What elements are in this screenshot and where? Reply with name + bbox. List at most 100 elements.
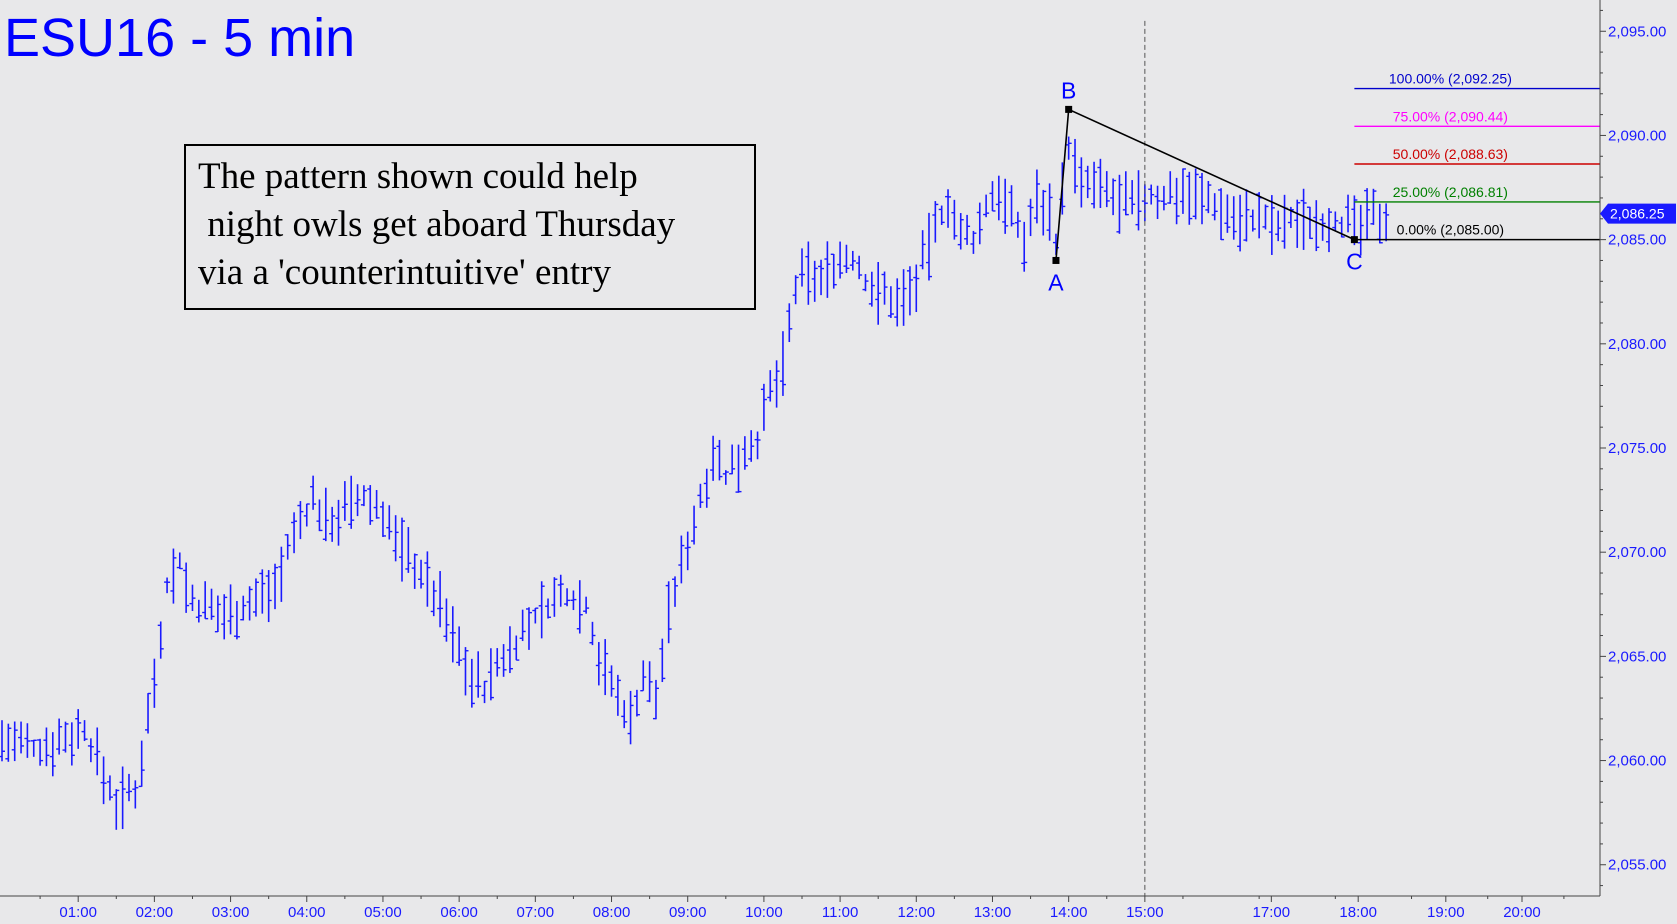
ohlc-bar — [754, 431, 761, 460]
y-tick-label: 2,055.00 — [1608, 857, 1666, 874]
ohlc-bar — [475, 651, 482, 698]
ohlc-bar — [1281, 194, 1288, 249]
ohlc-bar — [170, 548, 177, 604]
ohlc-bar — [995, 175, 1002, 221]
x-tick-label: 14:00 — [1050, 904, 1088, 921]
ohlc-bar — [151, 658, 158, 708]
ohlc-bar — [887, 286, 894, 318]
ohlc-bar — [1148, 184, 1155, 205]
ohlc-bar — [983, 194, 990, 218]
ohlc-bar — [964, 214, 971, 245]
ohlc-bar — [1211, 193, 1218, 221]
annotation-line-1: The pattern shown could help — [198, 156, 638, 197]
ohlc-bar — [462, 647, 469, 696]
ohlc-bar — [418, 559, 425, 589]
ohlc-bar — [386, 505, 393, 540]
fib-level-label: 50.00% (2,088.63) — [1393, 146, 1508, 162]
ohlc-bar — [354, 484, 361, 517]
ohlc-bar — [614, 674, 621, 716]
annotation-box: The pattern shown could help night owls … — [184, 144, 756, 310]
ohlc-bar — [811, 260, 818, 302]
ohlc-bar — [1186, 171, 1193, 225]
ohlc-bar — [799, 248, 805, 287]
ohlc-bar — [157, 621, 164, 659]
ohlc-bar — [11, 721, 18, 762]
ohlc-bar — [545, 598, 552, 619]
ohlc-bar — [538, 581, 545, 639]
ohlc-bar — [1325, 208, 1332, 253]
ohlc-bar — [208, 588, 215, 620]
fib-level-label: 25.00% (2,086.81) — [1393, 184, 1508, 200]
ohlc-bar — [1046, 183, 1053, 241]
pattern-point-marker — [1052, 256, 1060, 264]
ohlc-bar — [316, 499, 323, 532]
ohlc-bar — [843, 244, 850, 273]
x-tick-label: 07:00 — [517, 904, 555, 921]
ohlc-bar — [145, 692, 152, 734]
ohlc-bar — [246, 586, 253, 621]
ohlc-bar — [805, 241, 812, 305]
ohlc-bar — [37, 738, 44, 766]
ohlc-bar — [430, 580, 437, 617]
ohlc-bar — [437, 571, 444, 628]
ohlc-bar — [1167, 171, 1174, 204]
ohlc-bar — [494, 648, 501, 677]
ohlc-bar — [1370, 188, 1377, 225]
ohlc-bar — [1110, 178, 1117, 216]
ohlc-bar — [564, 588, 571, 607]
x-tick-label: 01:00 — [59, 904, 97, 921]
ohlc-bar — [252, 578, 259, 617]
ohlc-bar — [202, 581, 209, 620]
ohlc-bar — [1040, 189, 1047, 236]
ohlc-bar — [81, 720, 88, 742]
ohlc-bar — [589, 621, 596, 646]
ohlc-bar — [932, 201, 939, 243]
ohlc-bar — [570, 590, 577, 611]
ohlc-bar — [735, 444, 742, 493]
ohlc-bar — [164, 577, 171, 594]
ohlc-bar — [443, 598, 450, 642]
ohlc-bar — [1084, 165, 1091, 199]
ohlc-bar — [348, 475, 355, 529]
ohlc-bar — [119, 766, 126, 830]
ohlc-bar — [68, 722, 75, 766]
ohlc-bar — [913, 264, 920, 313]
ohlc-bar — [976, 202, 983, 245]
ohlc-bar — [1135, 170, 1142, 231]
x-tick-label: 08:00 — [593, 904, 631, 921]
ohlc-bar — [748, 430, 755, 462]
x-tick-label: 10:00 — [745, 904, 783, 921]
ohlc-bar — [75, 709, 82, 749]
ohlc-bar — [1103, 171, 1110, 208]
ohlc-bar — [1027, 198, 1034, 237]
ohlc-bar — [875, 261, 882, 325]
y-tick-label: 2,070.00 — [1608, 544, 1666, 561]
ohlc-bar — [1313, 200, 1320, 252]
last-price-marker — [1600, 203, 1676, 224]
ohlc-bar — [1205, 181, 1212, 214]
wave-label-a: A — [1048, 269, 1064, 295]
x-tick-label: 15:00 — [1126, 904, 1164, 921]
ohlc-bar — [1345, 194, 1352, 233]
ohlc-bar — [399, 517, 405, 582]
ohlc-bar — [856, 255, 863, 280]
x-tick-label: 18:00 — [1339, 904, 1377, 921]
ohlc-bar — [1230, 196, 1237, 240]
ohlc-bar — [672, 576, 679, 607]
price-axis-bg — [1600, 0, 1677, 896]
ohlc-bar — [951, 199, 958, 240]
ohlc-bar — [284, 534, 291, 560]
fib-level-label: 0.00% (2,085.00) — [1397, 222, 1504, 238]
ohlc-bar — [627, 690, 634, 745]
ohlc-bar — [411, 553, 418, 589]
ohlc-bar — [1218, 188, 1225, 241]
ohlc-bar — [30, 739, 37, 757]
wave-label-c: C — [1346, 249, 1363, 275]
ohlc-bar — [1294, 199, 1301, 248]
ohlc-bar — [456, 626, 463, 666]
ohlc-bar — [786, 303, 793, 343]
ohlc-bar — [1268, 195, 1275, 255]
ohlc-bar — [113, 789, 120, 830]
ohlc-bar — [633, 689, 640, 717]
